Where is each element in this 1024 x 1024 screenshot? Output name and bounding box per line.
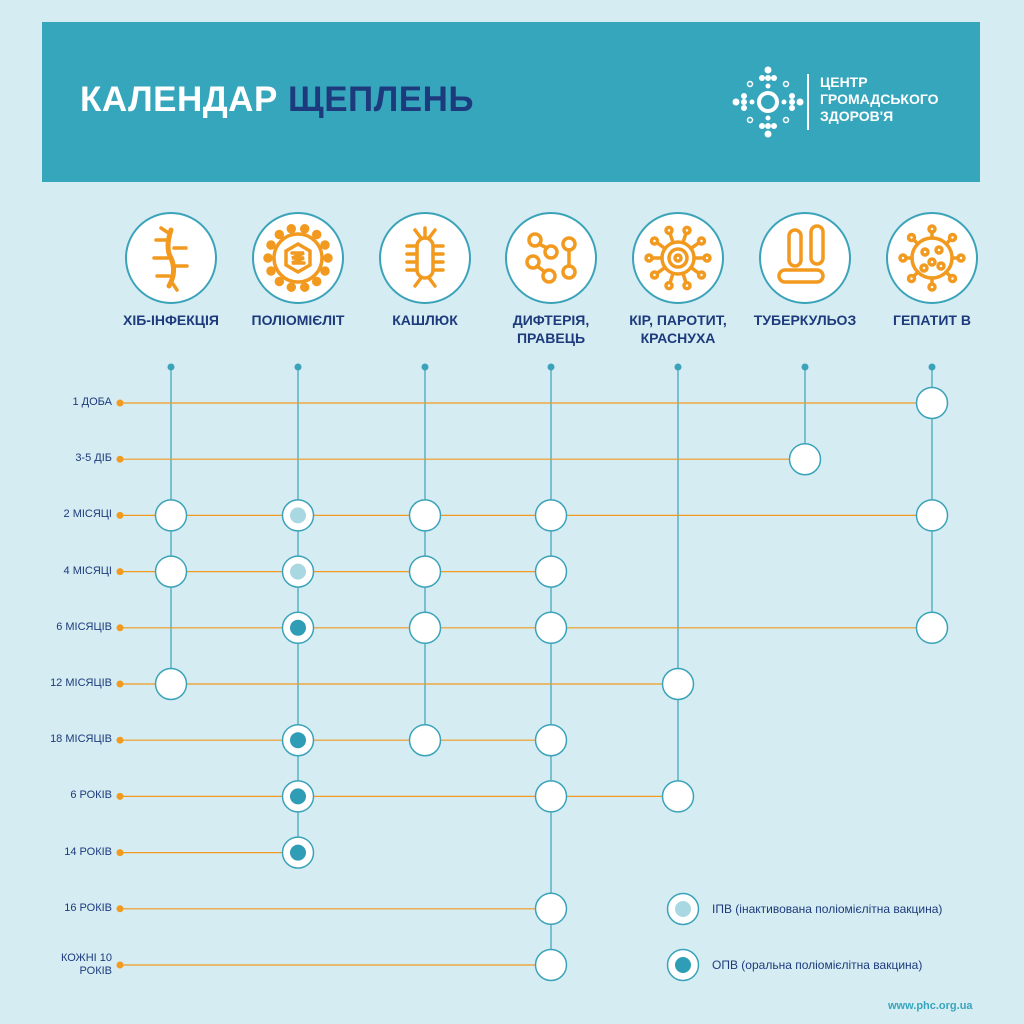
age-row-dot (116, 399, 124, 407)
disease-label: ГЕПАТИТ В (893, 312, 971, 328)
vaccine-dose-circle (661, 780, 695, 813)
vaccine-dose-circle (534, 892, 568, 926)
age-label: 18 МІСЯЦІВ (50, 733, 112, 746)
legend-opv: ОПВ (оральна поліомієлітна вакцина) (712, 958, 923, 972)
vaccine-dose-circle (154, 667, 188, 701)
opv-dose-marker (290, 732, 306, 749)
ipv-dose-marker (290, 563, 306, 580)
timeline-start-dot (801, 363, 809, 371)
disease-label: ПОЛІОМІЄЛІТ (251, 312, 345, 328)
vaccine-dose-circle (534, 611, 568, 645)
pertussis-bacterium-icon (405, 226, 445, 288)
age-label: 16 РОКІВ (64, 901, 112, 914)
legend-ipv-marker (675, 901, 691, 917)
vaccine-dose-circle (915, 386, 949, 420)
hepatitis-virus-icon (898, 224, 966, 292)
disease-icon-circle (759, 212, 851, 304)
legend-opv-marker (675, 957, 691, 973)
logo-text: ЦЕНТР ГРОМАДСЬКОГО ЗДОРОВ'Я (820, 74, 939, 124)
opv-dose-marker (290, 844, 306, 861)
vaccine-dose-circle (408, 611, 442, 645)
age-row-dot (116, 792, 124, 800)
age-label: 3-5 ДІБ (75, 452, 112, 465)
bacillus-with-flagella-icon (152, 226, 189, 292)
age-label: 2 МІСЯЦІ (63, 508, 112, 521)
tuberculosis-bacteria-icon (777, 224, 825, 284)
age-label: 6 РОКІВ (70, 789, 112, 802)
disease-label: КАШЛЮК (392, 312, 458, 328)
age-label: КОЖНІ 10 РОКІВ (60, 952, 112, 977)
timeline-start-dot (547, 363, 555, 371)
vaccine-dose-circle (534, 555, 568, 588)
age-row-dot (116, 905, 124, 913)
age-label: 4 МІСЯЦІ (63, 564, 112, 577)
page-title: КАЛЕНДАР ЩЕПЛЕНЬ (80, 80, 475, 119)
disease-label: КІР, ПАРОТИТ, КРАСНУХА (629, 312, 727, 346)
age-row-dot (116, 961, 124, 969)
age-row-dot (116, 511, 124, 519)
age-label: 14 РОКІВ (64, 845, 112, 858)
timeline-start-dot (928, 363, 936, 371)
age-row-dot (116, 624, 124, 632)
vaccine-dose-circle (408, 723, 442, 757)
diphtheria-bacteria-icon (525, 232, 577, 284)
vaccine-dose-circle (534, 499, 568, 532)
vaccine-dose-circle (408, 555, 442, 588)
timeline-start-dot (674, 363, 682, 371)
vaccine-dose-circle (534, 723, 568, 757)
timeline-start-dot (167, 363, 175, 371)
vaccine-dose-circle (154, 555, 188, 588)
age-row-dot (116, 568, 124, 576)
logo-dots-icon (732, 66, 804, 138)
opv-dose-marker (290, 788, 306, 805)
vaccine-dose-circle (915, 611, 949, 645)
polio-virus-icon (263, 224, 333, 292)
age-label: 1 ДОБА (72, 396, 113, 408)
age-row-dot (116, 736, 124, 744)
disease-label: ДИФТЕРІЯ, ПРАВЕЦЬ (512, 312, 590, 346)
vaccine-dose-circle (534, 780, 568, 813)
website-link[interactable]: www.phc.org.ua (888, 1000, 973, 1012)
vaccine-dose-circle (534, 948, 568, 982)
vaccine-dose-circle (661, 667, 695, 701)
age-label: 12 МІСЯЦІВ (50, 677, 112, 689)
opv-dose-marker (290, 619, 306, 636)
vaccine-dose-circle (788, 442, 822, 476)
vaccine-dose-circle (154, 499, 188, 532)
vaccine-dose-circle (408, 499, 442, 532)
age-label: 6 МІСЯЦІВ (56, 620, 112, 633)
disease-icon-circle (379, 212, 471, 304)
ipv-dose-marker (290, 507, 306, 524)
disease-label: ТУБЕРКУЛЬОЗ (753, 312, 857, 328)
measles-virus-icon (644, 225, 712, 291)
timeline-start-dot (421, 363, 429, 371)
logo-divider (807, 74, 809, 130)
age-row-dot (116, 849, 124, 857)
age-row-dot (116, 455, 124, 463)
age-row-dot (116, 680, 124, 688)
vaccine-dose-circle (915, 499, 949, 532)
disease-label: ХІБ-ІНФЕКЦІЯ (123, 312, 219, 328)
disease-icon-circle (632, 212, 724, 304)
timeline-start-dot (294, 363, 302, 371)
header-banner: КАЛЕНДАР ЩЕПЛЕНЬ ЦЕНТР ГРОМАДСЬКОГО ЗДОР… (42, 22, 980, 182)
legend-ipv: ІПВ (інактивована поліомієлітна вакцина) (712, 902, 943, 916)
